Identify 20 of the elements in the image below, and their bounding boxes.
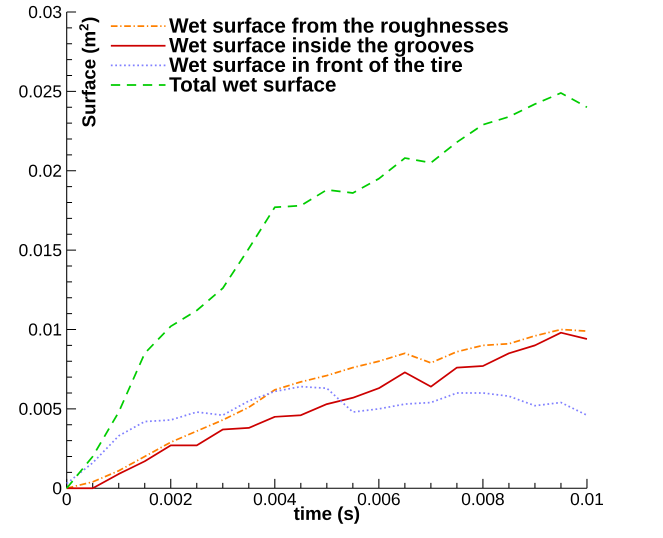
y-tick-label: 0.03 [28, 6, 62, 18]
y-tick-label: 0 [53, 482, 62, 494]
legend-label: Wet surface from the roughnesses [169, 17, 508, 37]
y-tick-label: 0.005 [19, 402, 62, 415]
x-tick-label: 0 [62, 492, 71, 506]
y-tick-label: 0.02 [28, 164, 62, 177]
x-tick-label: 0.004 [254, 492, 296, 506]
x-tick-label: 0.002 [150, 492, 192, 506]
line-series [66, 386, 588, 484]
x-tick-label: 0.006 [358, 492, 400, 506]
legend-label: Total wet surface [169, 76, 336, 92]
y-axis-title: Surface (m$^{2}$) [79, 18, 100, 127]
y-tick-label: 0.015 [19, 244, 62, 256]
y-tick-label: 0.025 [19, 85, 62, 98]
x-axis-title: time (s) [294, 506, 360, 524]
x-tick-label: 0.01 [570, 492, 604, 506]
y-tick-label: 0.01 [28, 323, 62, 336]
legend-label: Wet surface inside the grooves [169, 37, 474, 56]
x-tick-label: 0.008 [462, 492, 504, 506]
legend-label: Wet surface in front of the tire [169, 56, 462, 72]
